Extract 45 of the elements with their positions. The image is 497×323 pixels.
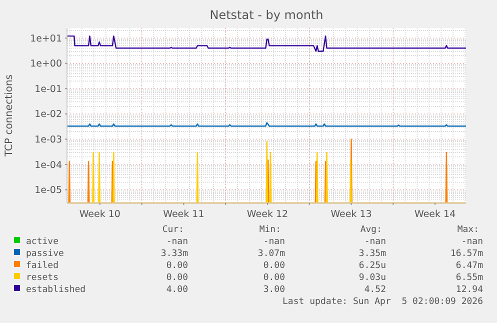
text: -nan bbox=[461, 237, 483, 247]
text: 3.35m bbox=[358, 249, 386, 259]
text: 9.03u bbox=[358, 273, 386, 283]
legend-label: active bbox=[26, 237, 59, 247]
text: 3.07m bbox=[258, 249, 285, 259]
text: 0.00 bbox=[166, 261, 188, 271]
text: Avg: bbox=[360, 225, 382, 235]
legend-label: failed bbox=[26, 261, 59, 271]
text: 12.94 bbox=[456, 285, 483, 295]
legend-label: passive bbox=[26, 249, 64, 259]
text: 6.47m bbox=[456, 261, 483, 271]
text: Cur: bbox=[162, 225, 184, 235]
text: 16.57m bbox=[450, 249, 483, 259]
text: -nan bbox=[263, 237, 285, 247]
chart-title: Netstat - by month bbox=[210, 8, 324, 22]
text: 3.00 bbox=[263, 285, 285, 295]
y-tick-label: 1e-04 bbox=[34, 160, 62, 171]
text: 3.33m bbox=[160, 249, 188, 259]
text: -nan bbox=[166, 237, 188, 247]
text: 4.52 bbox=[364, 285, 386, 295]
text: Min: bbox=[259, 225, 281, 235]
y-tick-label: 1e-05 bbox=[34, 185, 62, 196]
text: Max: bbox=[457, 225, 479, 235]
y-tick-label: 1e+01 bbox=[30, 33, 62, 44]
legend-label: resets bbox=[26, 273, 59, 283]
text: Last update: Sun Apr 5 02:00:09 2026 bbox=[282, 297, 483, 307]
y-tick-label: 1e-03 bbox=[34, 134, 62, 146]
x-tick-label: Week 10 bbox=[79, 209, 120, 220]
text: 0.00 bbox=[263, 273, 285, 283]
text: 0.00 bbox=[263, 261, 285, 271]
x-tick-label: Week 12 bbox=[246, 209, 288, 220]
x-tick-label: Week 13 bbox=[330, 209, 372, 220]
y-tick-label: 1e-01 bbox=[34, 84, 62, 95]
text: 6.25u bbox=[358, 261, 386, 271]
y-tick-label: 1e+00 bbox=[30, 58, 62, 70]
text: 0.00 bbox=[166, 273, 188, 283]
y-tick-label: 1e-02 bbox=[34, 109, 62, 120]
text: -nan bbox=[364, 237, 386, 247]
x-tick-label: Week 14 bbox=[414, 209, 456, 220]
y-axis-title: TCP connections bbox=[4, 74, 15, 158]
legend-label: established bbox=[26, 285, 86, 295]
x-tick-label: Week 11 bbox=[163, 209, 204, 220]
text: 6.55m bbox=[456, 273, 483, 283]
line-series bbox=[66, 35, 467, 52]
text: 4.00 bbox=[166, 285, 188, 295]
